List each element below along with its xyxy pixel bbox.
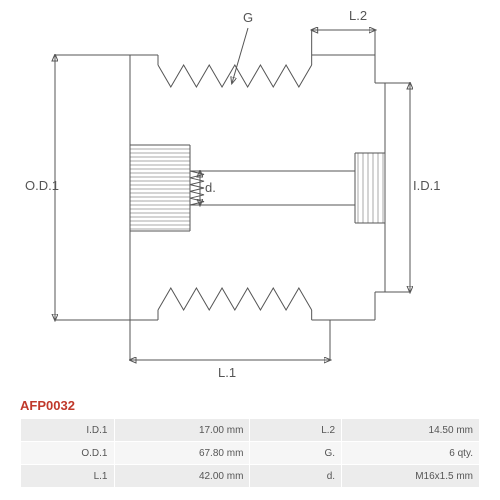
- spec-table: I.D.117.00 mmL.214.50 mm O.D.167.80 mmG.6…: [20, 418, 480, 488]
- spec-value: 6 qty.: [342, 442, 480, 465]
- spec-key: L.2: [250, 419, 342, 442]
- label-id1: I.D.1: [413, 178, 440, 193]
- spec-key: G.: [250, 442, 342, 465]
- spec-key: d.: [250, 465, 342, 488]
- spec-key: I.D.1: [21, 419, 115, 442]
- spec-value: 14.50 mm: [342, 419, 480, 442]
- label-g: G: [243, 10, 253, 25]
- spec-value: 42.00 mm: [114, 465, 250, 488]
- spec-value: 17.00 mm: [114, 419, 250, 442]
- engineering-diagram: [0, 0, 500, 390]
- label-l1: L.1: [218, 365, 236, 380]
- label-l2: L.2: [349, 8, 367, 23]
- spec-key: L.1: [21, 465, 115, 488]
- spec-key: O.D.1: [21, 442, 115, 465]
- spec-value: 67.80 mm: [114, 442, 250, 465]
- label-d: d.: [205, 180, 216, 195]
- label-od1: O.D.1: [25, 178, 59, 193]
- diagram-svg: [0, 0, 500, 390]
- part-number: AFP0032: [20, 398, 75, 413]
- spec-value: M16x1.5 mm: [342, 465, 480, 488]
